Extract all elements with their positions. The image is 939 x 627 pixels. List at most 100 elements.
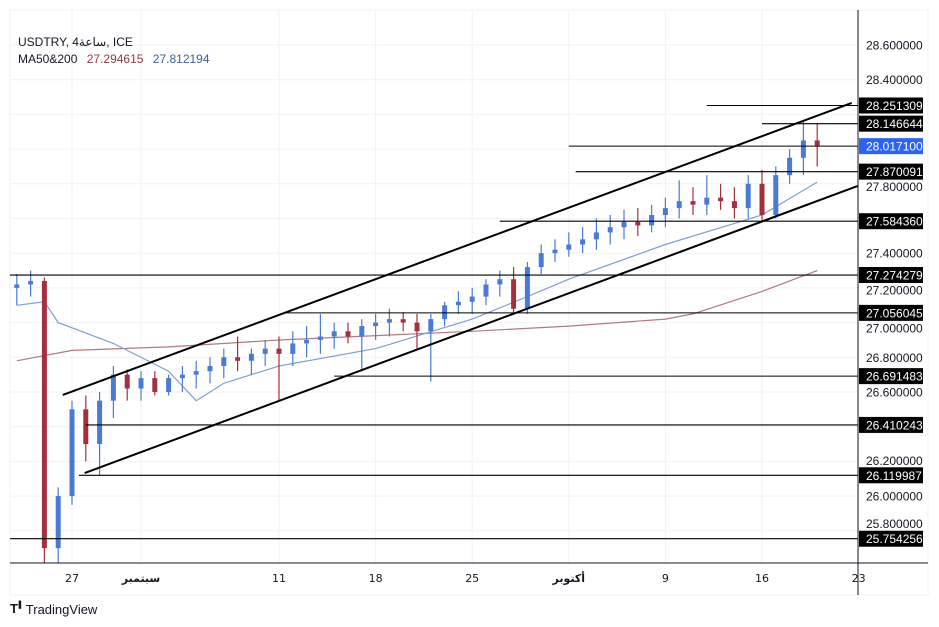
level-price-badge [859,530,923,547]
level-price-badge [859,163,923,180]
level-price-badge [859,368,923,385]
chart-frame [9,9,929,596]
candle [690,187,696,216]
candle [414,313,420,349]
candle-body [97,400,103,445]
candle-body [511,279,517,309]
candle [621,209,627,240]
candle-body [469,296,475,302]
candle-body [787,157,793,176]
symbol-title: USDTRY, 4ساعة, ICE [18,35,133,49]
candle [124,369,130,401]
level-price-badge [859,97,923,114]
ma200-value: 27.294615 [86,52,144,66]
candle-body [400,319,406,323]
candle [345,322,351,344]
candle [607,215,613,245]
candle [635,208,641,236]
candle [593,218,599,250]
candle-body [773,175,779,216]
candle [221,348,227,379]
candle-body [331,331,337,337]
price-tick-label: 27.200000 [866,284,923,298]
candle [373,313,379,340]
candle-body [718,197,724,202]
candle [455,291,461,314]
ma200-line [16,270,818,362]
candle-body [193,371,199,375]
candle-body [276,348,282,354]
candle [814,123,820,167]
candle [731,187,737,219]
candle-body [304,339,310,344]
candle-body [55,496,61,549]
candle-body [704,197,710,205]
level-price-badge [859,213,923,230]
candle-body [428,319,434,332]
channel-lower-line [84,185,858,474]
level-price-label: 26.119987 [866,469,922,483]
candle-body [235,357,241,361]
candle-body [442,305,448,320]
level-price-label: 28.251309 [866,99,923,113]
candle [152,371,158,396]
price-tick-label: 26.800000 [866,351,923,365]
level-price-label: 27.870091 [866,165,923,179]
candle-body [124,374,130,389]
candle-body [759,183,765,216]
candle [745,175,751,219]
level-price-badge [859,416,923,433]
level-price-label: 27.056045 [866,306,923,320]
candle [718,183,724,210]
price-tick-label: 25.800000 [866,517,923,531]
level-price-label: 25.754256 [866,532,923,546]
candle-body [166,378,172,392]
candle [662,197,668,228]
tradingview-brand[interactable]: T╹ TradingView [10,601,97,617]
candle [193,360,199,389]
candle [262,339,268,366]
price-tick-label: 28.600000 [866,39,923,53]
candle [166,374,172,396]
level-price-label: 26.410243 [866,418,923,432]
level-price-badge [859,115,923,132]
candle-body [483,284,489,297]
candle [649,204,655,233]
ma50-value: 27.812194 [152,52,210,66]
current-price-badge [859,138,923,155]
candle-body [69,409,75,497]
candle-body [731,201,737,209]
candle-body [662,208,668,216]
candle [787,149,793,184]
time-tick-label: 16 [755,572,769,585]
price-tick-label: 26.000000 [866,490,923,504]
candle-body [690,201,696,205]
candle [538,244,544,275]
level-price-badge [859,304,923,321]
candle-body [359,326,365,337]
candle-body [800,140,806,158]
candle [207,357,213,384]
candle [179,365,185,392]
candle [359,319,365,372]
candle [69,400,75,505]
candle-body [248,353,254,361]
level-price-label: 26.691483 [866,370,923,384]
candle-body [814,140,820,146]
candle-body [345,331,351,337]
candle-body [745,183,751,209]
candle [138,371,144,401]
price-tick-label: 27.000000 [866,321,923,335]
candle [552,239,558,262]
candle-body [373,322,379,327]
candle [773,166,779,219]
candle [276,336,282,401]
level-price-label: 28.017100 [866,140,923,154]
candle-body [676,201,682,209]
candle-body [414,322,420,332]
price-tick-label: 28.400000 [866,73,923,87]
chart-legend: USDTRY, 4ساعة, ICE MA50&200 27.294615 27… [18,34,216,68]
candle-body [635,221,641,226]
candle-body [110,374,116,401]
